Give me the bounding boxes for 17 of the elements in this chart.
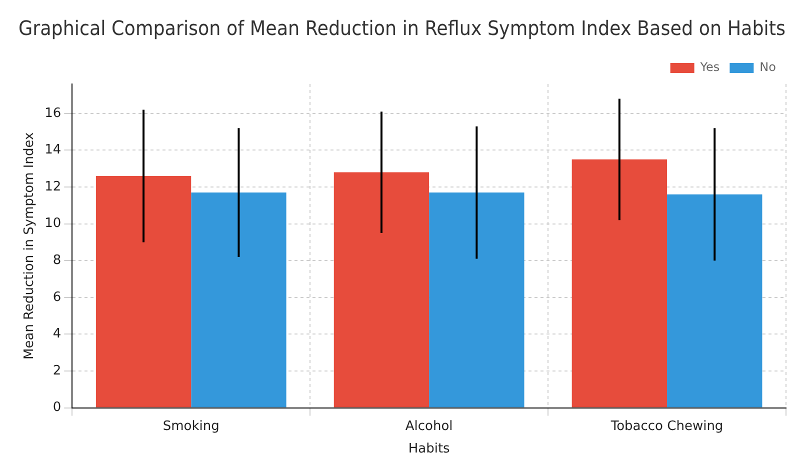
legend-label: Yes (699, 60, 720, 74)
y-tick-label: 0 (52, 400, 62, 416)
y-axis-title: Mean Reduction in Symptom Index (22, 132, 38, 360)
x-tick-label: Alcohol (405, 418, 453, 434)
x-tick-label: Tobacco Chewing (610, 418, 724, 434)
y-tick-label: 4 (52, 326, 62, 342)
chart-title: Graphical Comparison of Mean Reduction in Reflux Symptom Index Based on Habits (18, 16, 786, 40)
y-tick-label: 6 (52, 290, 62, 305)
x-tick-label: Smoking (162, 418, 220, 434)
y-tick-label: 10 (44, 216, 62, 232)
y-tick-label: 8 (52, 252, 62, 268)
y-tick-label: 2 (52, 363, 62, 378)
legend-label: No (760, 60, 776, 74)
y-tick-label: 16 (44, 106, 62, 121)
y-tick-label: 14 (44, 142, 62, 158)
x-axis-title: Habits (408, 442, 450, 457)
y-tick-label: 12 (44, 179, 62, 194)
